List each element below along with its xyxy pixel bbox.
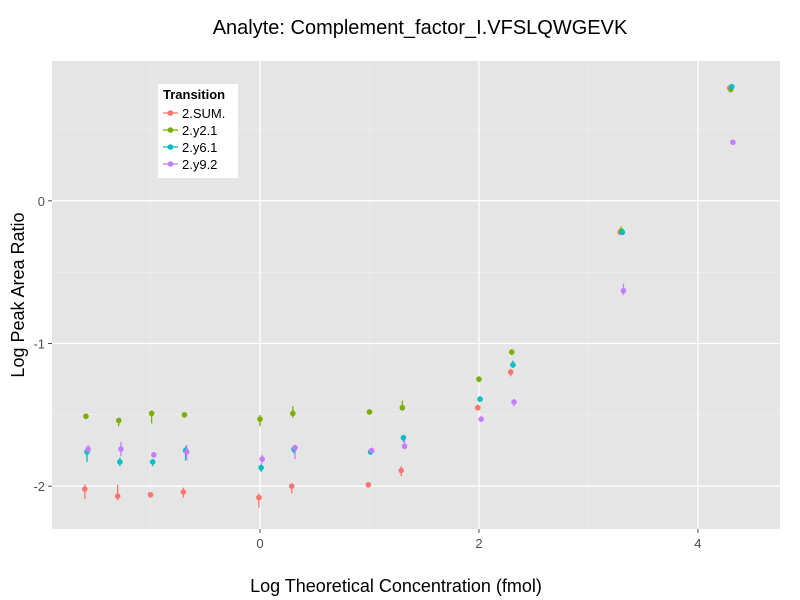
data-point <box>180 489 187 495</box>
data-point <box>729 83 735 90</box>
x-tick-label: 2 <box>475 536 482 551</box>
data-point <box>85 446 91 452</box>
data-point <box>478 416 484 422</box>
y-tick-label: 0 <box>38 194 45 209</box>
data-point <box>148 410 155 417</box>
data-point <box>508 349 515 355</box>
data-point <box>115 417 122 424</box>
data-point <box>258 464 264 471</box>
y-tick-label: -1 <box>33 337 45 352</box>
legend-items: 2.SUM. 2.y2.1 2.y6.1 2.y9.2 <box>163 106 225 172</box>
data-point <box>147 491 154 498</box>
data-point <box>398 467 405 474</box>
data-point <box>259 456 265 462</box>
data-point <box>507 369 514 375</box>
data-point <box>149 459 156 465</box>
x-tick-label: 0 <box>256 536 263 551</box>
legend-label: 2.SUM. <box>182 106 225 121</box>
x-tick-label: 4 <box>694 536 701 551</box>
data-point <box>401 443 408 450</box>
data-point <box>83 413 89 420</box>
legend-title: Transition <box>163 87 225 102</box>
data-point <box>290 410 296 417</box>
data-point <box>82 486 88 492</box>
data-point <box>400 434 407 441</box>
data-point <box>256 494 262 501</box>
data-point <box>368 447 375 454</box>
data-point <box>292 444 298 451</box>
data-point <box>620 287 627 294</box>
legend: Transition 2.SUM. 2.y2.1 2.y6.1 2.y9.2 <box>158 84 238 178</box>
legend-label: 2.y6.1 <box>182 140 217 155</box>
legend-key-point <box>167 144 174 150</box>
data-point <box>510 362 516 368</box>
data-point <box>183 449 190 455</box>
data-point <box>181 412 188 418</box>
chart-title: Analyte: Complement_factor_I.VFSLQWGEVK <box>213 17 628 39</box>
axis-ticks <box>48 200 699 533</box>
legend-key-point <box>167 161 174 167</box>
data-point <box>477 396 483 402</box>
data-point <box>399 404 406 411</box>
legend-key-point <box>167 110 174 116</box>
data-point <box>114 493 121 499</box>
legend-label: 2.y9.2 <box>182 157 217 172</box>
data-point <box>511 399 517 405</box>
data-point <box>151 452 157 458</box>
y-axis-title: Log Peak Area Ratio <box>8 212 28 377</box>
data-point <box>366 409 373 415</box>
legend-label: 2.y2.1 <box>182 123 217 138</box>
data-point <box>118 446 124 452</box>
axis-tick-labels: 0 2 4 0 -1 -2 <box>33 194 701 551</box>
y-tick-label: -2 <box>33 479 45 494</box>
data-points <box>82 83 736 508</box>
x-axis-title: Log Theoretical Concentration (fmol) <box>250 576 542 596</box>
data-point <box>257 416 263 422</box>
legend-key-point <box>167 127 174 133</box>
data-point <box>475 404 481 411</box>
data-point <box>619 229 626 236</box>
data-point <box>365 481 372 488</box>
data-point <box>288 483 295 489</box>
data-point <box>730 139 736 146</box>
data-point <box>117 459 123 465</box>
major-gridlines <box>52 61 780 529</box>
data-point <box>476 376 482 382</box>
